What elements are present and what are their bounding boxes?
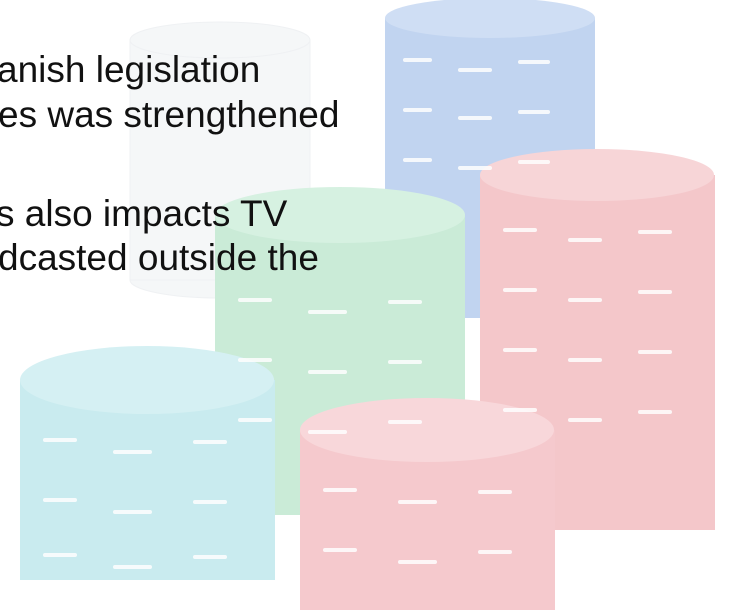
body-text-line-1: anish legislation [0,49,261,90]
body-text-line-2: es was strengthened [0,94,340,135]
body-text-line-4: dcasted outside the [0,237,319,278]
body-text-line-3: s also impacts TV [0,193,288,234]
